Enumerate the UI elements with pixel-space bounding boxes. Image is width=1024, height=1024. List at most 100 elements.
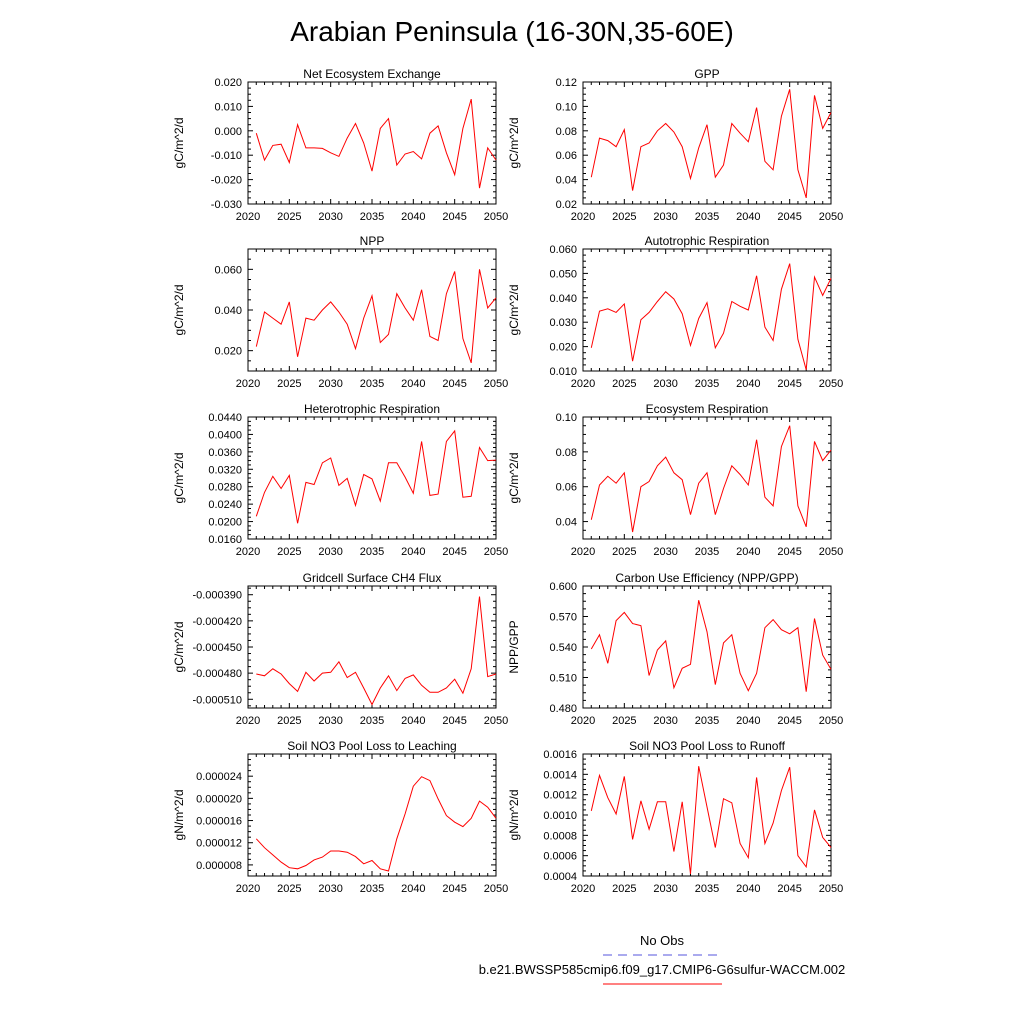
panel-title: Carbon Use Efficiency (NPP/GPP) xyxy=(615,571,798,585)
x-tick-label: 2040 xyxy=(736,211,760,223)
x-tick-label: 2020 xyxy=(571,883,595,895)
y-tick-label: 0.0006 xyxy=(543,851,577,863)
y-tick-label: 0.0320 xyxy=(208,464,242,476)
x-tick-label: 2045 xyxy=(777,546,801,558)
chart-panel-10: Soil NO3 Pool Loss to Runoff gN/m^2/d 2020… xyxy=(507,739,843,895)
y-tick-label: 0.010 xyxy=(549,366,577,378)
y-tick-label: 0.510 xyxy=(549,673,577,685)
x-tick-label: 2050 xyxy=(484,883,508,895)
x-tick-label: 2035 xyxy=(695,546,719,558)
x-tick-label: 2030 xyxy=(318,715,342,727)
x-tick-label: 2040 xyxy=(401,378,425,390)
y-tick-label: 0.10 xyxy=(556,101,577,113)
plot-frame xyxy=(582,585,832,709)
y-tick-label: 0.020 xyxy=(214,346,242,358)
y-tick-label: 0.050 xyxy=(549,268,577,280)
x-tick-label: 2050 xyxy=(484,546,508,558)
y-tick-label: 0.600 xyxy=(549,581,577,593)
x-tick-label: 2050 xyxy=(819,715,843,727)
x-tick-label: 2035 xyxy=(360,883,384,895)
chart-panel-7: Gridcell Surface CH4 Flux gC/m^2/d 2020 202… xyxy=(172,571,508,727)
y-axis-label: gN/m^2/d xyxy=(172,790,186,841)
y-axis-label: gC/m^2/d xyxy=(507,453,521,504)
x-tick-label: 2040 xyxy=(736,546,760,558)
x-tick-label: 2035 xyxy=(360,546,384,558)
plot-frame xyxy=(247,248,497,372)
y-tick-label: 0.04 xyxy=(556,175,577,187)
x-tick-label: 2025 xyxy=(277,546,301,558)
y-axis-label: NPP/GPP xyxy=(507,620,521,673)
figure-title: Arabian Peninsula (16-30N,35-60E) xyxy=(290,16,734,47)
x-tick-label: 2020 xyxy=(571,715,595,727)
x-tick-label: 2030 xyxy=(318,211,342,223)
y-tick-label: 0.0008 xyxy=(543,830,577,842)
y-tick-label: 0.0160 xyxy=(208,534,242,546)
y-tick-label: 0.08 xyxy=(556,126,577,138)
x-tick-label: 2045 xyxy=(777,883,801,895)
y-tick-label: 0.06 xyxy=(556,150,577,162)
x-tick-label: 2050 xyxy=(484,378,508,390)
x-tick-label: 2030 xyxy=(653,715,677,727)
x-tick-label: 2030 xyxy=(653,546,677,558)
x-tick-label: 2050 xyxy=(819,211,843,223)
y-tick-label: 0.000008 xyxy=(196,860,242,872)
panels: Net Ecosystem Exchange gC/m^2/d 2020 2025 20… xyxy=(172,67,843,895)
y-axis-label: gC/m^2/d xyxy=(172,118,186,169)
y-tick-label: 0.0200 xyxy=(208,517,242,529)
y-tick-label: 0.0014 xyxy=(543,769,577,781)
x-tick-label: 2045 xyxy=(777,378,801,390)
y-tick-label: -0.000420 xyxy=(192,616,242,628)
x-tick-label: 2040 xyxy=(401,211,425,223)
x-tick-label: 2035 xyxy=(360,211,384,223)
x-tick-label: 2025 xyxy=(277,883,301,895)
y-tick-label: 0.0400 xyxy=(208,429,242,441)
x-tick-label: 2030 xyxy=(653,211,677,223)
x-tick-label: 2035 xyxy=(360,378,384,390)
x-tick-label: 2025 xyxy=(612,883,636,895)
x-tick-label: 2035 xyxy=(695,211,719,223)
x-tick-label: 2045 xyxy=(442,715,466,727)
series-line xyxy=(256,596,497,706)
panel-title: Ecosystem Respiration xyxy=(646,402,769,416)
plot-frame xyxy=(582,81,832,205)
chart-panel-8: Carbon Use Efficiency (NPP/GPP) NPP/GPP 20… xyxy=(507,571,843,727)
panel-title: Gridcell Surface CH4 Flux xyxy=(303,571,442,585)
x-tick-label: 2050 xyxy=(819,883,843,895)
y-tick-label: 0.0012 xyxy=(543,790,577,802)
chart-panel-9: Soil NO3 Pool Loss to Leaching gN/m^2/d 20… xyxy=(172,739,508,895)
y-tick-label: 0.020 xyxy=(214,77,242,89)
y-tick-label: 0.0360 xyxy=(208,447,242,459)
x-tick-label: 2045 xyxy=(777,715,801,727)
x-tick-label: 2020 xyxy=(236,715,260,727)
plot-frame xyxy=(247,585,497,709)
y-tick-label: 0.000012 xyxy=(196,838,242,850)
x-tick-label: 2045 xyxy=(442,378,466,390)
y-tick-label: 0.000020 xyxy=(196,793,242,805)
y-axis-label: gC/m^2/d xyxy=(507,285,521,336)
panel-title: Autotrophic Respiration xyxy=(645,234,770,248)
chart-panel-4: Autotrophic Respiration gC/m^2/d 2020 2025 2… xyxy=(507,234,843,390)
x-tick-label: 2030 xyxy=(653,378,677,390)
y-tick-label: 0.04 xyxy=(556,517,577,529)
y-tick-label: 0.040 xyxy=(549,293,577,305)
y-tick-label: 0.060 xyxy=(549,244,577,256)
y-tick-label: 0.0280 xyxy=(208,482,242,494)
panel-title: GPP xyxy=(694,67,719,81)
y-tick-label: 0.570 xyxy=(549,612,577,624)
y-tick-label: 0.040 xyxy=(214,305,242,317)
x-tick-label: 2040 xyxy=(401,883,425,895)
x-tick-label: 2025 xyxy=(277,378,301,390)
y-tick-label: 0.06 xyxy=(556,482,577,494)
y-tick-label: 0.10 xyxy=(556,412,577,424)
series-line xyxy=(255,269,497,364)
y-tick-label: 0.030 xyxy=(549,317,577,329)
y-tick-label: -0.000510 xyxy=(192,694,242,706)
y-tick-label: 0.02 xyxy=(556,199,577,211)
y-axis-label: gN/m^2/d xyxy=(507,790,521,841)
x-tick-label: 2040 xyxy=(401,715,425,727)
x-tick-label: 2025 xyxy=(277,715,301,727)
y-tick-label: -0.000450 xyxy=(192,642,242,654)
chart-panel-6: Ecosystem Respiration gC/m^2/d 2020 2025 203… xyxy=(507,402,843,558)
x-tick-label: 2040 xyxy=(736,715,760,727)
series-line xyxy=(590,600,832,692)
